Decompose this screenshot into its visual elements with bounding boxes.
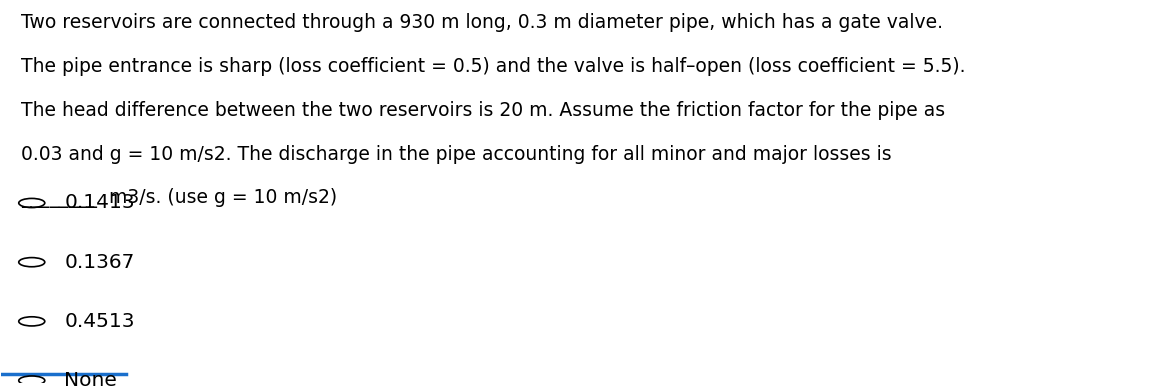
Text: 0.03 and g = 10 m/s2. The discharge in the pipe accounting for all minor and maj: 0.03 and g = 10 m/s2. The discharge in t… [21, 145, 892, 163]
Text: Two reservoirs are connected through a 930 m long, 0.3 m diameter pipe, which ha: Two reservoirs are connected through a 9… [21, 13, 943, 32]
Text: None: None [65, 371, 118, 390]
Text: 0.1367: 0.1367 [65, 253, 135, 272]
Text: 0.4513: 0.4513 [65, 312, 135, 331]
Text: The head difference between the two reservoirs is 20 m. Assume the friction fact: The head difference between the two rese… [21, 101, 945, 120]
Text: ________  m3/s. (use g = 10 m/s2): ________ m3/s. (use g = 10 m/s2) [21, 189, 337, 209]
Text: The pipe entrance is sharp (loss coefficient = 0.5) and the valve is half–open (: The pipe entrance is sharp (loss coeffic… [21, 57, 966, 76]
Text: 0.1413: 0.1413 [65, 194, 135, 212]
